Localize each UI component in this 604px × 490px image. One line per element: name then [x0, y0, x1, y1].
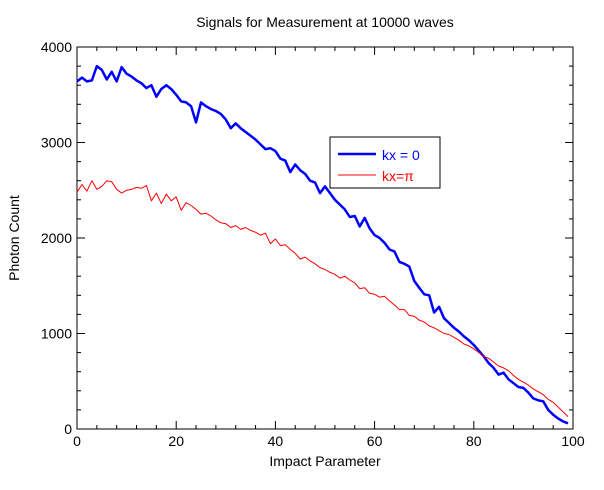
plot-area	[76, 46, 574, 430]
series-line-1	[76, 64, 569, 425]
x-axis-label: Impact Parameter	[269, 453, 381, 469]
y-tick-label: 0	[64, 421, 72, 437]
x-tick-labels: 0 20 40 60 80 100	[73, 433, 585, 449]
major-ticks	[76, 46, 574, 430]
x-tick-label: 20	[168, 433, 184, 449]
plot-frame	[76, 46, 574, 430]
y-tick-label: 3000	[41, 135, 72, 151]
x-tick-label: 40	[268, 433, 284, 449]
y-tick-label: 4000	[41, 39, 72, 55]
x-tick-label: 0	[73, 433, 81, 449]
chart-title: Signals for Measurement at 10000 waves	[196, 14, 454, 30]
y-tick-label: 1000	[41, 326, 72, 342]
x-tick-label: 60	[367, 433, 383, 449]
minor-ticks	[77, 47, 573, 429]
x-tick-label: 100	[561, 433, 585, 449]
legend-label-series-2: kx=π	[382, 168, 414, 184]
y-tick-label: 2000	[41, 230, 72, 246]
legend: kx = 0 kx=π	[329, 136, 441, 189]
y-tick-labels: 0 1000 2000 3000 4000	[41, 39, 72, 437]
legend-label-series-1: kx = 0	[382, 147, 420, 163]
series-line-2	[76, 180, 569, 417]
legend-box	[329, 136, 441, 189]
series-layer	[76, 64, 569, 425]
x-tick-label: 80	[466, 433, 482, 449]
y-axis-label: Photon Count	[6, 195, 22, 281]
